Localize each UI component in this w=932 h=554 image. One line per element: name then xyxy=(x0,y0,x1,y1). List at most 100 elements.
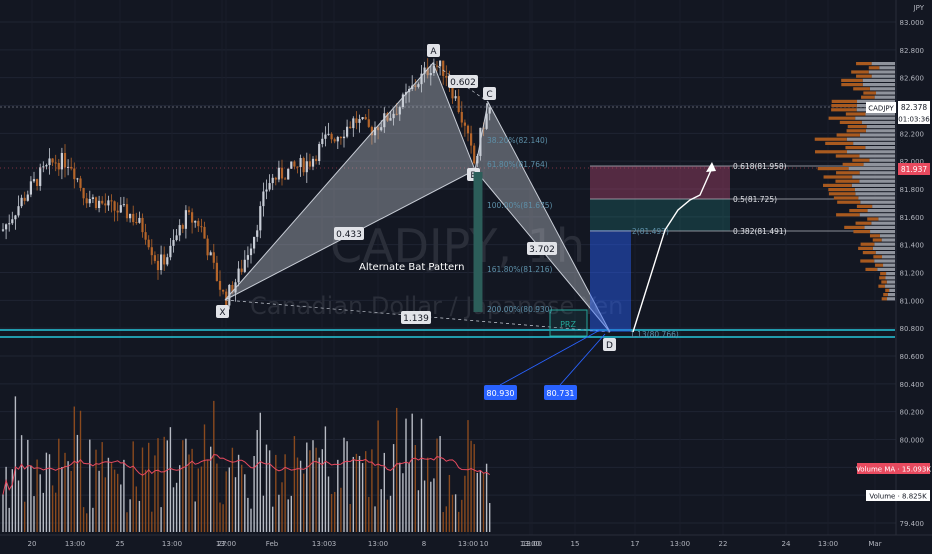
prz-label: PRZ xyxy=(560,320,576,329)
profile-bar-up xyxy=(885,284,895,288)
candle-body xyxy=(194,220,197,223)
time-tick: 13:00 xyxy=(216,540,236,548)
fib-2-label: 2(81.493) xyxy=(632,227,669,236)
profile-bar-up xyxy=(848,167,895,171)
candle-body xyxy=(265,189,268,192)
profile-bar-down xyxy=(841,78,863,82)
candle-body xyxy=(147,239,150,248)
profile-bar-down xyxy=(855,221,872,225)
profile-bar-up xyxy=(883,263,895,267)
candle-body xyxy=(132,213,135,223)
candle-body xyxy=(51,158,54,163)
profile-bar-down xyxy=(862,251,876,255)
candle-body xyxy=(336,137,339,142)
candle-body xyxy=(488,107,491,114)
candle-body xyxy=(209,252,212,256)
candle-body xyxy=(42,166,45,168)
profile-bar-up xyxy=(865,129,895,133)
symbol-tag: CADJPY xyxy=(866,102,896,113)
profile-bar-up xyxy=(860,200,895,204)
profile-bar-down xyxy=(853,230,871,234)
candle-body xyxy=(94,197,98,209)
candle-body xyxy=(454,96,457,99)
profile-bar-up xyxy=(876,91,895,95)
candle-body xyxy=(262,191,265,207)
candle-body xyxy=(36,179,39,186)
candle-body xyxy=(268,183,271,190)
candle-body xyxy=(26,194,29,201)
volume-ma-line xyxy=(2,454,490,495)
profile-bar-up xyxy=(859,213,895,217)
profile-bar-down xyxy=(835,179,860,183)
candle-body xyxy=(166,257,169,265)
profile-bar-up xyxy=(874,242,895,246)
countdown-tag: 01:03:36 xyxy=(898,113,930,124)
profile-bar-down xyxy=(815,150,848,154)
point-a: A xyxy=(427,44,440,57)
candle-body xyxy=(39,167,42,186)
profile-bar-up xyxy=(859,171,895,175)
profile-bar-up xyxy=(865,146,895,150)
svg-text:80.930: 80.930 xyxy=(487,389,515,398)
candle-body xyxy=(67,166,70,168)
candle-body xyxy=(271,177,274,184)
long-position-box xyxy=(590,230,631,332)
profile-bar-up xyxy=(865,112,895,116)
candle-body xyxy=(156,260,160,271)
candle-body xyxy=(305,161,308,173)
candle-body xyxy=(104,203,107,206)
candle-body xyxy=(361,117,364,120)
profile-bar-down xyxy=(881,297,888,301)
profile-bar-down xyxy=(823,183,852,187)
candle-body xyxy=(206,238,209,256)
profile-bar-down xyxy=(831,104,857,108)
candle-body xyxy=(122,204,125,206)
profile-bar-down xyxy=(851,70,869,74)
candle-body xyxy=(63,152,67,168)
profile-bar-down xyxy=(881,280,887,284)
profile-bar-down xyxy=(865,267,878,271)
profile-bar-down xyxy=(836,213,860,217)
profile-bar-down xyxy=(846,129,866,133)
candle-body xyxy=(417,84,420,87)
candle-body xyxy=(163,254,166,265)
hover-price-tag: 81.937 xyxy=(898,163,930,175)
svg-text:Volume · 8.825K: Volume · 8.825K xyxy=(869,493,927,501)
profile-bar-up xyxy=(869,158,895,162)
svg-text:38.20%(82.140): 38.20%(82.140) xyxy=(487,136,548,145)
svg-text:C: C xyxy=(486,90,492,100)
candle-body xyxy=(20,197,23,207)
profile-bar-up xyxy=(887,297,895,301)
time-tick: 13:00 xyxy=(65,540,85,548)
time-tick: 13:00 xyxy=(312,540,332,548)
volume-bars xyxy=(2,396,491,532)
profile-bar-down xyxy=(872,238,882,242)
time-tick: 22 xyxy=(719,540,728,548)
candle-body xyxy=(401,94,404,108)
profile-bar-up xyxy=(871,74,895,78)
profile-bar-down xyxy=(842,162,864,166)
price-tick: 80.000 xyxy=(900,437,925,445)
profile-bar-down xyxy=(861,95,875,99)
price-tick: 80.200 xyxy=(900,409,925,417)
time-tick: 15 xyxy=(571,540,580,548)
time-tick: Feb xyxy=(266,540,279,548)
candle-body xyxy=(299,158,302,168)
candle-body xyxy=(17,206,20,216)
candle-body xyxy=(203,226,206,239)
profile-bar-down xyxy=(853,87,870,91)
profile-bar-up xyxy=(874,259,895,263)
profile-bar-up xyxy=(854,188,895,192)
candle-body xyxy=(367,119,370,127)
candle-body xyxy=(463,122,466,126)
profile-bar-up xyxy=(859,133,895,137)
profile-bar-up xyxy=(855,192,895,196)
profile-bar-up xyxy=(885,276,895,280)
candle-body xyxy=(485,113,488,129)
svg-text:0.433: 0.433 xyxy=(336,230,362,240)
candle-body xyxy=(82,187,85,199)
svg-text:161.80%(81.216): 161.80%(81.216) xyxy=(487,265,553,274)
profile-bar-down xyxy=(814,137,847,141)
